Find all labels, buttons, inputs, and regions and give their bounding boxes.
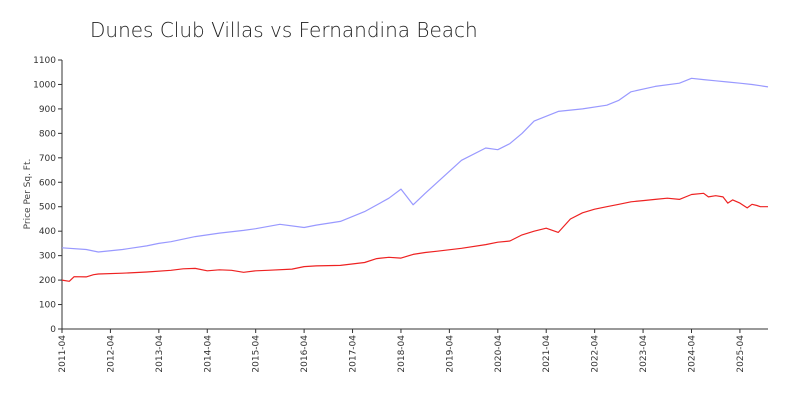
- chart-title: Dunes Club Villas vs Fernandina Beach: [90, 18, 478, 42]
- y-tick-label: 500: [39, 203, 56, 213]
- x-tick-label: 2019-04: [445, 335, 455, 373]
- x-tick-label: 2023-04: [639, 335, 649, 373]
- y-tick-label: 100: [39, 301, 56, 311]
- y-tick-label: 300: [39, 252, 56, 262]
- y-tick-label: 700: [39, 154, 56, 164]
- x-tick-label: 2013-04: [155, 335, 165, 373]
- x-tick-label: 2025-04: [736, 335, 746, 373]
- series-line-2: [61, 192, 768, 282]
- x-tick-label: 2011-04: [58, 335, 68, 373]
- y-tick-label: 1100: [33, 56, 56, 66]
- y-tick-label: 600: [39, 178, 56, 188]
- x-tick-label: 2022-04: [591, 335, 601, 373]
- x-tick-label: 2014-04: [203, 335, 213, 373]
- x-tick-label: 2024-04: [687, 335, 697, 373]
- x-tick-label: 2015-04: [252, 335, 262, 373]
- x-tick-label: 2020-04: [494, 335, 504, 373]
- x-tick-label: 2018-04: [397, 335, 407, 373]
- x-tick-label: 2012-04: [106, 335, 116, 373]
- y-tick-label: 400: [39, 227, 56, 237]
- series-line-1: [61, 77, 769, 253]
- y-tick-label: 0: [50, 325, 56, 335]
- y-tick-label: 1000: [33, 80, 56, 90]
- x-tick-label: 2017-04: [349, 335, 359, 373]
- y-tick-label: 200: [39, 276, 56, 286]
- x-tick-label: 2021-04: [542, 335, 552, 373]
- y-tick-label: 900: [39, 105, 56, 115]
- x-tick-label: 2016-04: [300, 335, 310, 373]
- y-tick-label: 800: [39, 129, 56, 139]
